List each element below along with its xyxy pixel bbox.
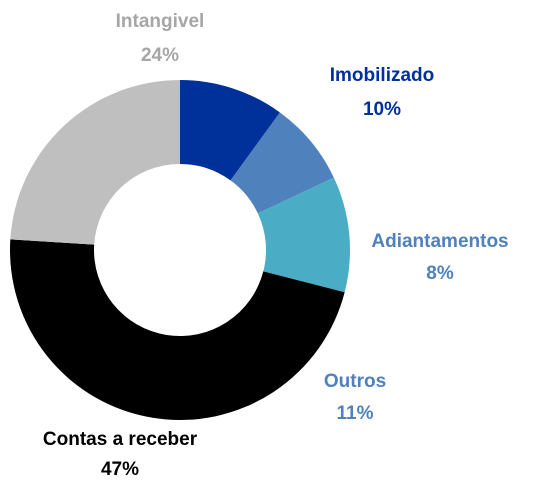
category-label: Adiantamentos	[371, 231, 508, 252]
category-label: Intangivel	[116, 11, 205, 32]
donut-segment	[230, 112, 334, 214]
donut-segment	[10, 80, 181, 245]
value-label: 24%	[141, 45, 179, 66]
value-label: 8%	[426, 263, 454, 284]
value-label: 10%	[363, 99, 401, 120]
category-label: Contas a receber	[43, 429, 198, 450]
donut-segment	[9, 239, 345, 420]
category-label: Imobilizado	[330, 65, 435, 86]
value-label: 47%	[101, 459, 139, 480]
donut-segment	[180, 80, 280, 181]
value-label: 11%	[337, 403, 374, 424]
category-label: Outros	[324, 371, 386, 392]
donut-segment	[257, 177, 350, 293]
